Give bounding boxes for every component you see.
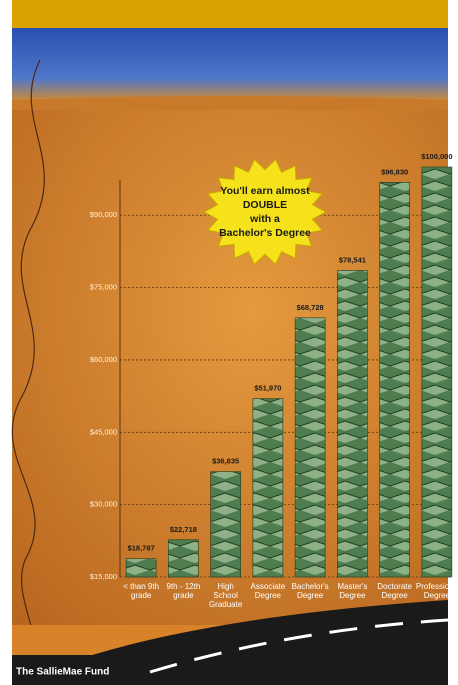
bar [421, 166, 453, 578]
horizon [12, 96, 448, 110]
bar [337, 270, 368, 578]
x-tick-label: Master's Degree [337, 582, 368, 600]
annotation-line: You'll earn almost [220, 185, 310, 197]
value-label: $36,835 [212, 457, 239, 466]
y-tick-label: $75,000 [90, 283, 117, 292]
x-tick-label: High School Graduate [208, 582, 243, 609]
value-label: $100,000 [421, 152, 452, 161]
y-tick-label: $30,000 [90, 500, 117, 509]
bar [125, 558, 157, 578]
value-label: $18,787 [128, 544, 155, 553]
road [12, 600, 448, 685]
top-band [12, 0, 448, 28]
y-tick-label: $15,000 [90, 572, 117, 581]
bar [168, 539, 199, 578]
value-label: $68,728 [297, 303, 324, 312]
road-stripe [149, 618, 449, 674]
y-tick-label: $45,000 [90, 427, 117, 436]
branding: The SallieMae Fund [16, 667, 109, 678]
sky [12, 28, 448, 100]
value-label: $96,830 [381, 167, 408, 176]
y-tick-label: $60,000 [90, 355, 117, 364]
x-tick-label: Associate Degree [250, 582, 286, 600]
annotation-line: DOUBLE [243, 199, 287, 211]
x-tick-label: Doctorate Degree [377, 582, 412, 600]
starburst [203, 158, 327, 266]
value-label: $22,718 [170, 525, 197, 534]
bar [252, 398, 284, 578]
bar [379, 181, 410, 578]
value-label: $78,541 [339, 255, 366, 264]
y-tick-label: $90,000 [90, 210, 117, 219]
annotation-line: Bachelor's Degree [219, 227, 311, 239]
swirl [11, 59, 45, 681]
logo-bg [12, 655, 97, 685]
x-tick-label: 9th - 12th grade [166, 582, 201, 600]
bar [294, 317, 326, 578]
x-tick-label: Professional Degree [415, 582, 458, 600]
x-tick-label: Bachelor's Degree [291, 582, 329, 600]
bar [210, 471, 241, 578]
annotation-line: with a [249, 213, 280, 225]
value-label: $51,970 [254, 384, 281, 393]
x-tick-label: < than 9th grade [123, 582, 160, 600]
